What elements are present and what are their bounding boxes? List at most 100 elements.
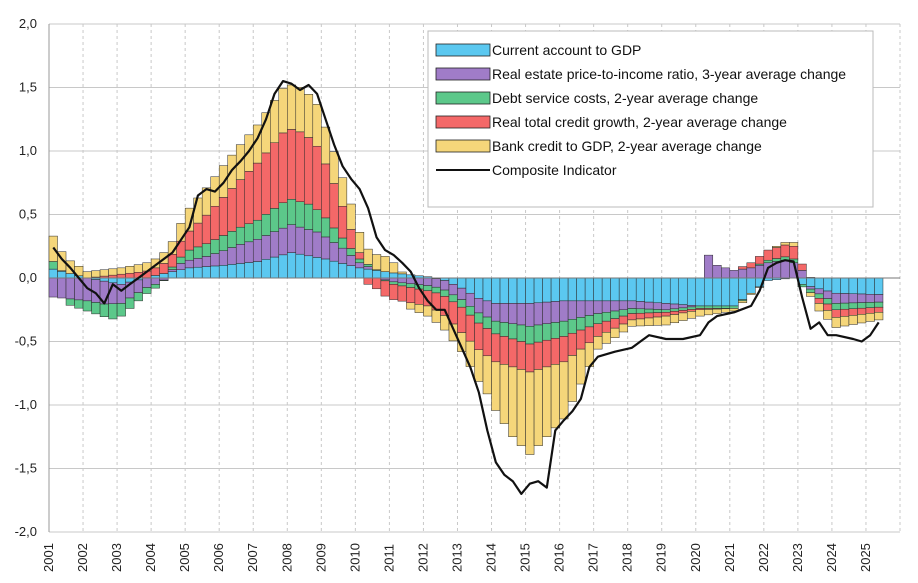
- credit-growth-bar: [278, 132, 288, 204]
- bank-credit-bar: [865, 313, 875, 322]
- current-account-bar: [304, 255, 314, 279]
- composite-indicator-line: [52, 80, 880, 495]
- real-estate-bar: [261, 235, 271, 260]
- debt-service-bar: [618, 309, 628, 317]
- real-estate-bar: [193, 258, 203, 268]
- credit-growth-bar: [542, 339, 552, 368]
- debt-service-bar: [465, 306, 475, 316]
- real-estate-bar: [823, 290, 833, 299]
- current-account-bar: [669, 277, 679, 305]
- credit-growth-bar: [525, 343, 535, 373]
- legend-label: Composite Indicator: [492, 162, 617, 178]
- current-account-bar: [746, 277, 756, 294]
- bank-credit-bar: [738, 300, 748, 304]
- current-account-bar: [329, 260, 339, 279]
- debt-service-bar: [491, 320, 501, 335]
- bank-credit-bar: [559, 361, 569, 420]
- debt-service-bar: [167, 266, 177, 270]
- debt-service-bar: [423, 285, 433, 291]
- current-account-bar: [372, 270, 382, 279]
- current-account-bar: [857, 277, 867, 295]
- credit-growth-bar: [261, 152, 271, 215]
- debt-service-bar: [329, 227, 339, 243]
- bank-credit-bar: [525, 371, 535, 455]
- bank-credit-bar: [363, 248, 373, 265]
- current-account-bar: [184, 267, 194, 279]
- debt-service-bar: [193, 246, 203, 259]
- debt-service-bar: [65, 298, 75, 306]
- bank-credit-bar: [848, 315, 858, 325]
- legend-swatch-credit-growth: [435, 115, 491, 129]
- current-account-bar: [201, 266, 211, 279]
- credit-growth-bar: [755, 256, 765, 265]
- debt-service-bar: [346, 248, 356, 256]
- bank-credit-bar: [125, 266, 135, 274]
- debt-service-bar: [635, 308, 645, 314]
- real-estate-bar: [218, 250, 228, 266]
- debt-service-bar: [252, 219, 263, 240]
- debt-service-bar: [644, 308, 654, 314]
- bank-credit-bar: [372, 254, 382, 270]
- x-tick-label: 2024: [824, 543, 839, 572]
- bank-credit-bar: [278, 88, 288, 134]
- real-estate-bar: [550, 301, 560, 323]
- real-estate-bar: [865, 294, 875, 303]
- current-account-bar: [584, 277, 594, 302]
- bank-credit-bar: [499, 364, 509, 424]
- credit-growth-bar: [474, 322, 484, 351]
- bank-credit-bar: [687, 311, 697, 319]
- bank-credit-bar: [82, 271, 92, 279]
- debt-service-bar: [142, 287, 152, 294]
- current-account-bar: [312, 257, 322, 279]
- debt-service-bar: [712, 305, 722, 309]
- x-tick-label: 2014: [484, 543, 499, 572]
- bank-credit-bar: [550, 364, 560, 429]
- credit-growth-bar: [218, 197, 228, 236]
- credit-growth-bar: [840, 308, 850, 317]
- real-estate-bar: [244, 241, 254, 263]
- credit-growth-bar: [159, 263, 169, 274]
- bank-credit-bar: [491, 361, 501, 411]
- current-account-bar: [831, 277, 841, 294]
- bank-credit-bar: [304, 94, 314, 138]
- x-tick-label: 2010: [347, 543, 362, 572]
- credit-growth-bar: [772, 247, 782, 259]
- debt-service-bar: [389, 281, 399, 285]
- credit-growth-bar: [865, 307, 875, 314]
- debt-service-bar: [159, 279, 169, 282]
- real-estate-bar: [304, 229, 314, 257]
- x-tick-label: 2011: [381, 544, 396, 572]
- bank-credit-bar: [601, 332, 611, 344]
- current-account-bar: [533, 277, 543, 304]
- real-estate-bar: [848, 293, 858, 304]
- real-estate-bar: [235, 244, 245, 264]
- debt-service-bar: [338, 237, 348, 249]
- credit-growth-bar: [593, 323, 603, 337]
- credit-growth-bar: [397, 285, 407, 302]
- real-estate-bar: [423, 277, 433, 286]
- credit-growth-bar: [312, 145, 322, 210]
- debt-service-bar: [525, 326, 535, 345]
- bank-credit-bar: [652, 316, 662, 326]
- credit-growth-bar: [125, 272, 135, 279]
- current-account-bar: [167, 271, 177, 279]
- bank-credit-bar: [644, 317, 654, 326]
- credit-growth-bar: [857, 307, 867, 315]
- bank-credit-bar: [695, 309, 705, 317]
- x-tick-label: 2025: [858, 543, 873, 572]
- credit-growth-bar: [321, 163, 331, 219]
- credit-growth-bar: [252, 162, 263, 221]
- x-tick-label: 2019: [654, 543, 669, 572]
- credit-growth-bar: [491, 333, 501, 363]
- real-estate-bar: [712, 265, 722, 279]
- real-estate-bar: [499, 303, 509, 323]
- debt-service-bar: [499, 322, 509, 337]
- bank-credit-bar: [542, 366, 552, 437]
- debt-service-bar: [184, 249, 194, 261]
- bank-credit-bar: [116, 267, 126, 275]
- y-tick-label: 0,5: [19, 207, 37, 222]
- real-estate-bar: [48, 277, 58, 298]
- real-estate-bar: [755, 265, 765, 279]
- real-estate-bar: [321, 236, 331, 260]
